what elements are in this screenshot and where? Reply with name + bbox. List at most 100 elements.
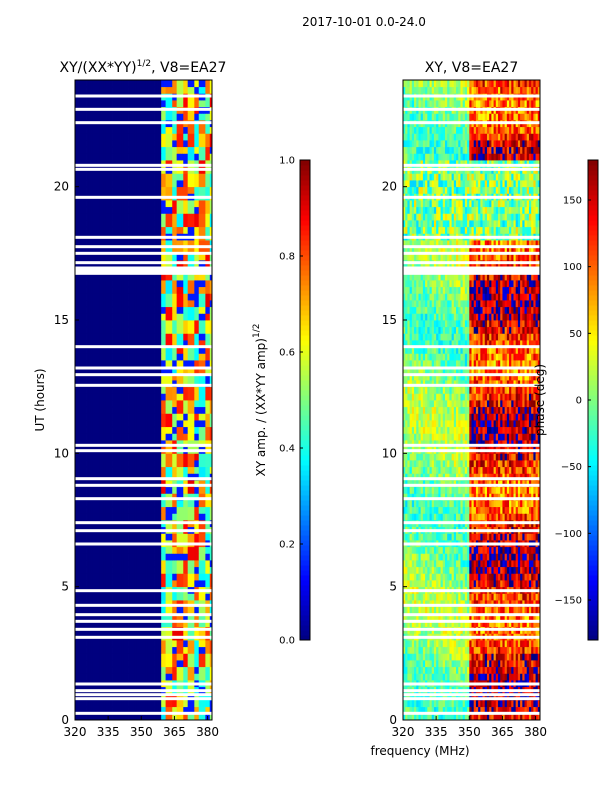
heatmap-cell bbox=[105, 580, 109, 588]
heatmap-cell bbox=[103, 573, 107, 581]
heatmap-cell bbox=[94, 406, 98, 414]
heatmap-cell bbox=[158, 433, 162, 441]
heatmap-cell bbox=[136, 533, 140, 541]
heatmap-cell bbox=[139, 533, 142, 541]
heatmap-cell bbox=[189, 460, 193, 468]
heatmap-cell bbox=[114, 580, 118, 588]
heatmap-cell bbox=[172, 373, 175, 381]
heatmap-cell bbox=[209, 306, 213, 314]
heatmap-cell bbox=[97, 600, 100, 608]
heatmap-cell bbox=[170, 186, 173, 194]
heatmap-cell bbox=[178, 240, 182, 248]
heatmap-cell bbox=[101, 200, 105, 208]
heatmap-cell bbox=[134, 240, 138, 248]
heatmap-cell bbox=[130, 246, 133, 254]
heatmap-cell bbox=[94, 440, 98, 448]
heatmap-cell bbox=[90, 506, 94, 514]
heatmap-cell bbox=[196, 493, 200, 501]
heatmap-cell bbox=[97, 566, 100, 574]
heatmap-cell bbox=[174, 480, 178, 488]
heatmap-cell bbox=[143, 180, 147, 188]
heatmap-cell bbox=[196, 693, 200, 701]
heatmap-cell bbox=[90, 326, 94, 334]
heatmap-cell bbox=[176, 320, 180, 328]
heatmap-cell bbox=[136, 400, 140, 408]
heatmap-cell bbox=[165, 506, 169, 514]
heatmap-cell bbox=[86, 180, 89, 188]
heatmap-cell bbox=[154, 366, 158, 374]
heatmap-cell bbox=[99, 440, 102, 448]
heatmap-cell bbox=[134, 480, 138, 488]
heatmap-cell bbox=[110, 346, 113, 354]
heatmap-cell bbox=[200, 546, 204, 554]
heatmap-cell bbox=[185, 360, 189, 368]
heatmap-cell bbox=[167, 300, 171, 308]
heatmap-cell bbox=[77, 546, 80, 554]
heatmap-cell bbox=[187, 500, 191, 508]
heatmap-cell bbox=[147, 666, 151, 674]
heatmap-cell bbox=[121, 693, 125, 701]
heatmap-cell bbox=[116, 386, 120, 394]
heatmap-cell bbox=[207, 326, 211, 334]
heatmap-cell bbox=[161, 326, 164, 334]
heatmap-cell bbox=[81, 506, 85, 514]
heatmap-cell bbox=[108, 560, 111, 568]
heatmap-cell bbox=[99, 240, 102, 248]
heatmap-cell bbox=[196, 606, 200, 614]
heatmap-cell bbox=[185, 220, 189, 228]
heatmap-cell bbox=[194, 293, 197, 301]
heatmap-cell bbox=[178, 386, 182, 394]
heatmap-cell bbox=[99, 473, 102, 481]
heatmap-cell bbox=[185, 486, 189, 494]
heatmap-cell bbox=[196, 213, 200, 221]
heatmap-cell bbox=[139, 613, 142, 621]
heatmap-cell bbox=[112, 593, 116, 601]
heatmap-cell bbox=[192, 213, 195, 221]
heatmap-cell bbox=[103, 286, 107, 294]
heatmap-cell bbox=[134, 493, 138, 501]
heatmap-cell bbox=[114, 200, 118, 208]
heatmap-cell bbox=[77, 453, 80, 461]
heatmap-cell bbox=[77, 460, 80, 468]
heatmap-cell bbox=[165, 593, 169, 601]
heatmap-cell bbox=[207, 646, 211, 654]
heatmap-cell bbox=[110, 453, 113, 461]
heatmap-cell bbox=[132, 473, 136, 481]
heatmap-cell bbox=[110, 580, 113, 588]
heatmap-cell bbox=[125, 593, 129, 601]
heatmap-cell bbox=[88, 646, 91, 654]
heatmap-cell bbox=[167, 506, 171, 514]
heatmap-cell bbox=[90, 273, 94, 281]
heatmap-cell bbox=[94, 706, 98, 714]
heatmap-cell bbox=[130, 566, 133, 574]
heatmap-cell bbox=[83, 346, 87, 354]
heatmap-cell bbox=[83, 673, 87, 681]
heatmap-cell bbox=[161, 700, 164, 708]
heatmap-cell bbox=[143, 186, 147, 194]
heatmap-cell bbox=[158, 293, 162, 301]
heatmap-cell bbox=[196, 706, 200, 714]
heatmap-cell bbox=[101, 393, 105, 401]
heatmap-cell bbox=[99, 486, 102, 494]
heatmap-cell bbox=[209, 653, 213, 661]
heatmap-cell bbox=[203, 466, 206, 474]
heatmap-cell bbox=[170, 533, 173, 541]
heatmap-cell bbox=[152, 613, 155, 621]
heatmap-cell bbox=[94, 486, 98, 494]
heatmap-cell bbox=[185, 433, 189, 441]
heatmap-cell bbox=[116, 340, 120, 348]
heatmap-cell bbox=[121, 393, 125, 401]
heatmap-cell bbox=[77, 226, 80, 234]
heatmap-cell bbox=[139, 200, 142, 208]
heatmap-cell bbox=[110, 180, 113, 188]
heatmap-cell bbox=[128, 373, 131, 381]
heatmap-cell bbox=[170, 546, 173, 554]
heatmap-cell bbox=[143, 206, 147, 214]
heatmap-cell bbox=[189, 313, 193, 321]
heatmap-cell bbox=[128, 653, 131, 661]
heatmap-cell bbox=[167, 513, 171, 521]
heatmap-cell bbox=[108, 706, 111, 714]
heatmap-cell bbox=[207, 566, 211, 574]
heatmap-cell bbox=[154, 380, 158, 388]
heatmap-cell bbox=[203, 200, 206, 208]
